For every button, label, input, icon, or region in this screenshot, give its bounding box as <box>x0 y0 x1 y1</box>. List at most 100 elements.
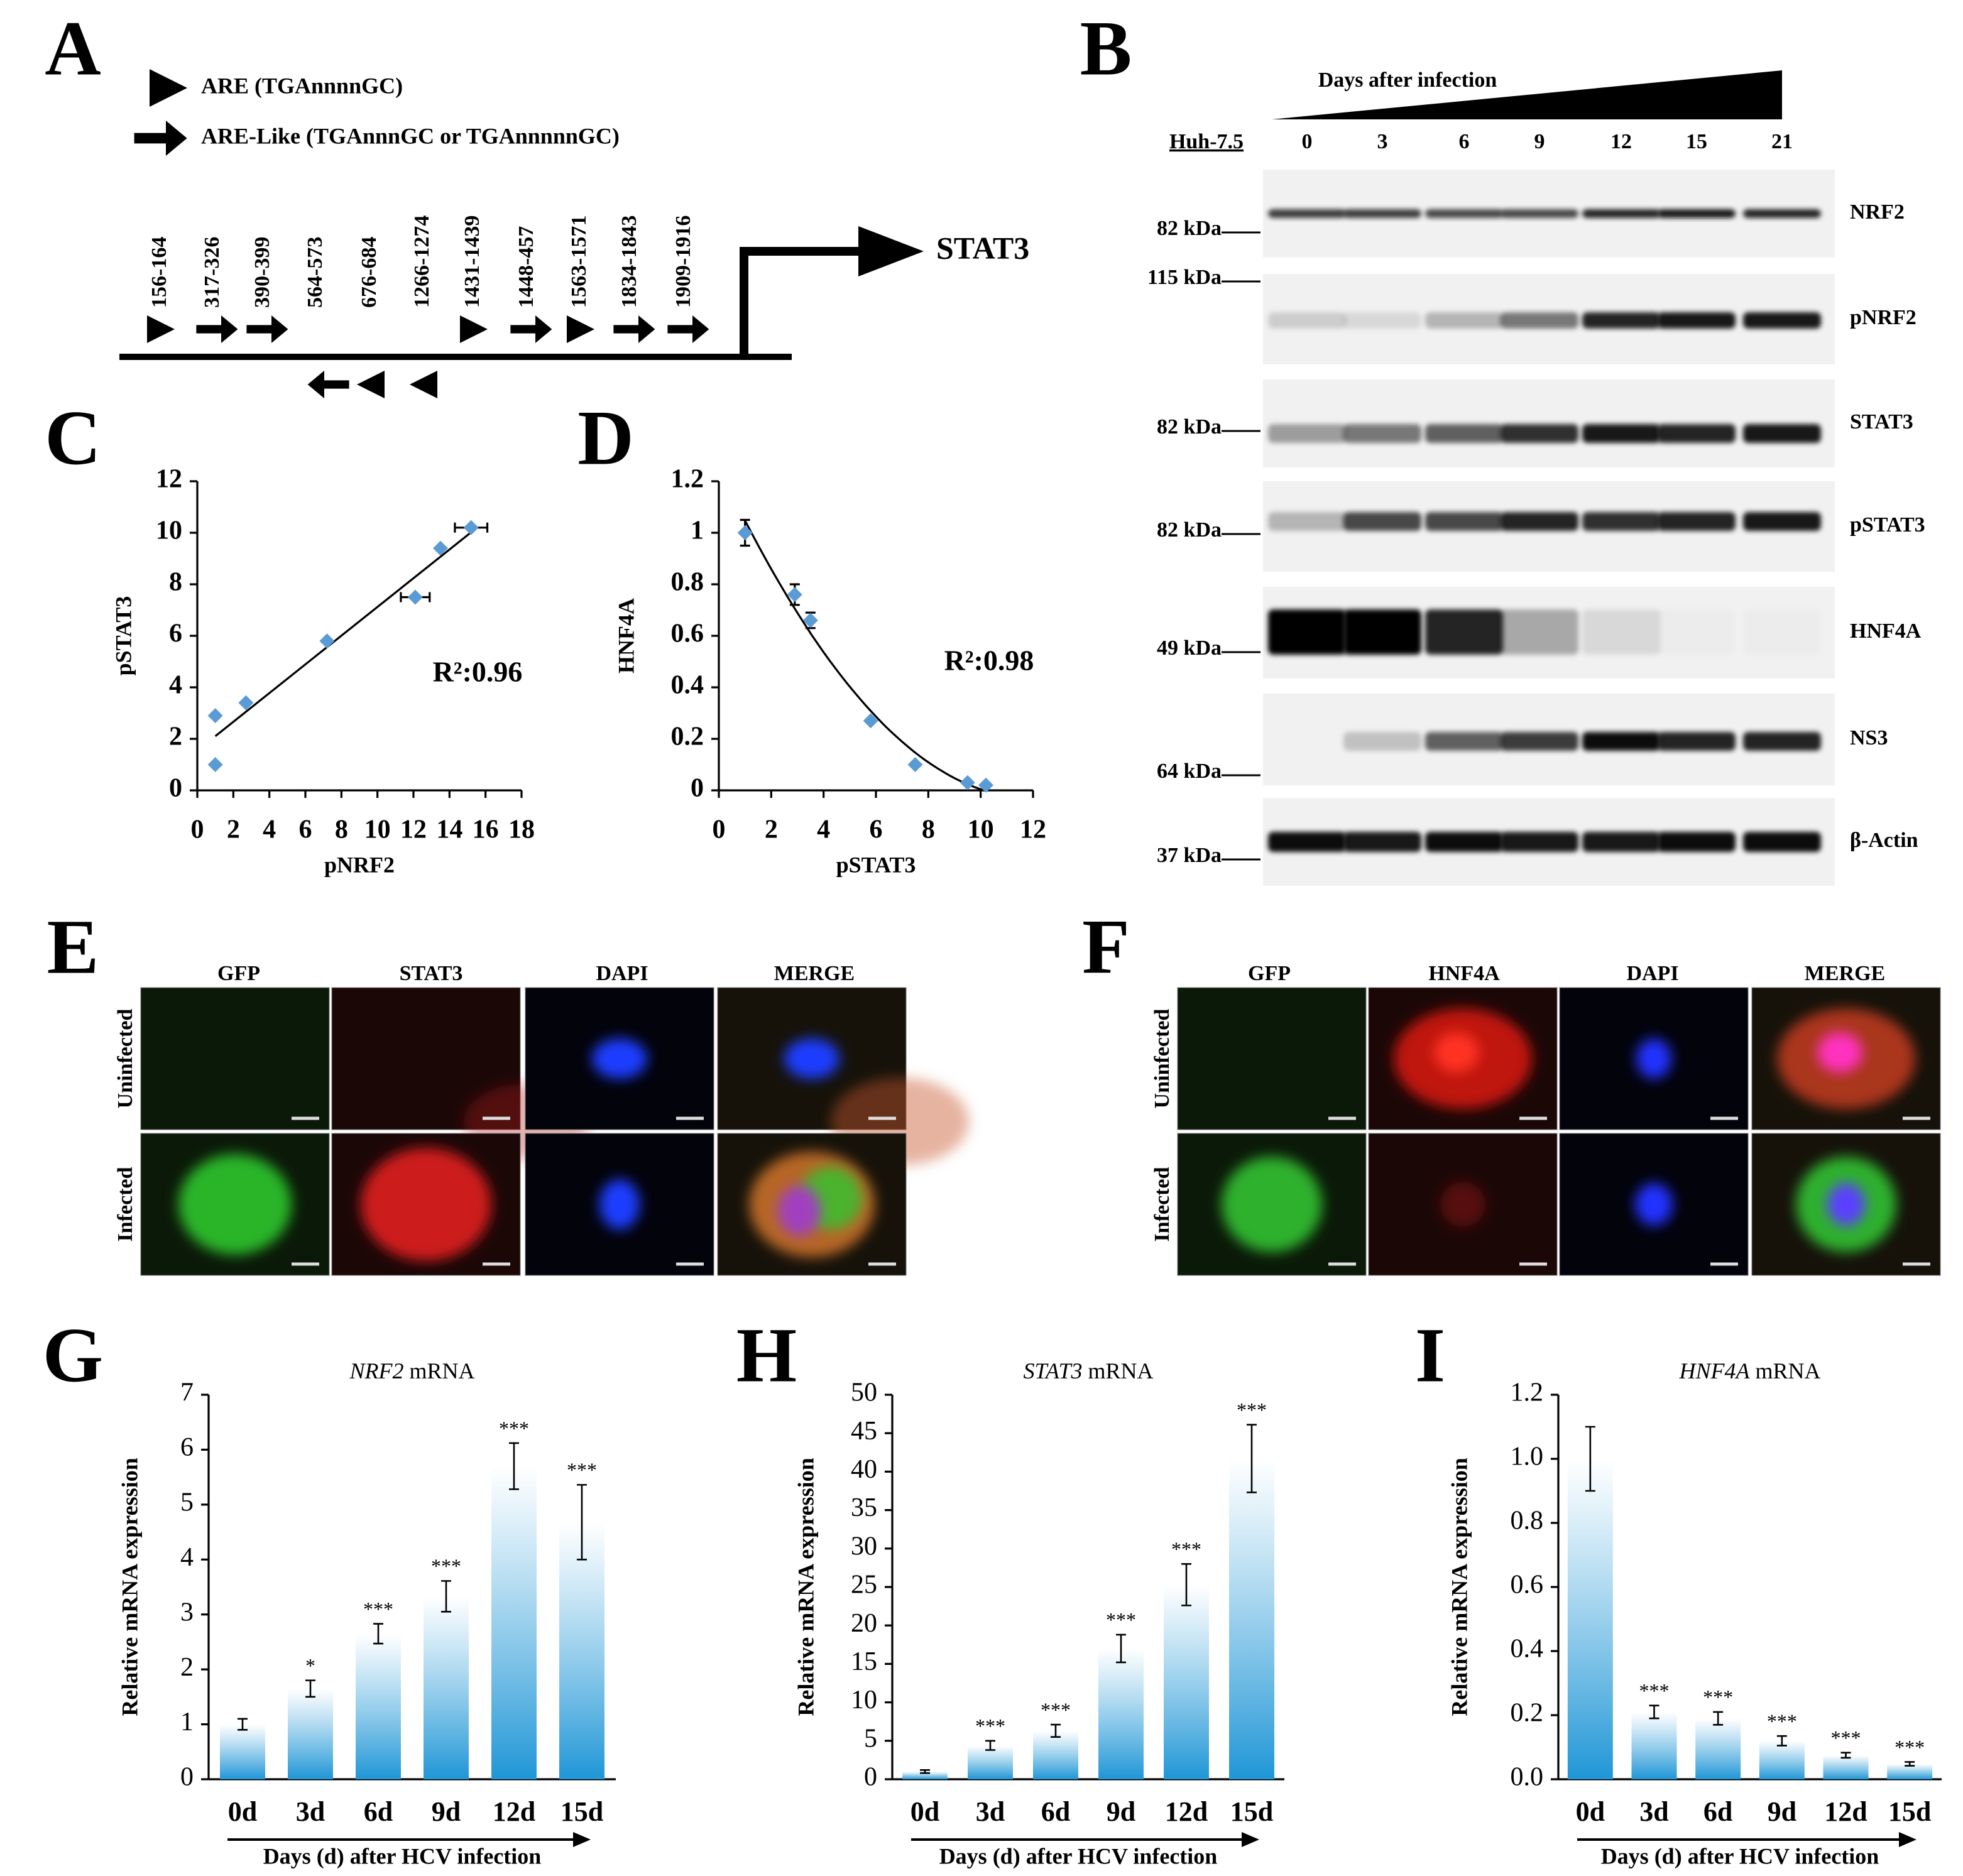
band <box>1268 312 1346 329</box>
cell-signal <box>592 1039 647 1079</box>
error-bar <box>238 1718 248 1731</box>
band <box>1268 512 1346 531</box>
point <box>207 757 223 772</box>
significance: *** <box>499 1417 529 1439</box>
cell-signal <box>1817 1032 1862 1072</box>
x-tick-label: 6d <box>364 1796 393 1827</box>
band <box>1658 424 1736 443</box>
are-like-head <box>638 315 655 343</box>
x-axis-label: pSTAT3 <box>836 852 916 877</box>
y-tick-label: 0.8 <box>1511 1507 1544 1535</box>
y-tick-label: 4 <box>169 671 182 700</box>
size-marker: 64 kDa <box>1157 760 1222 783</box>
chart-title: NRF2 mRNA <box>349 1358 474 1383</box>
y-tick-label: 7 <box>180 1378 194 1407</box>
y-tick-label: 0.0 <box>1511 1763 1544 1792</box>
site-label: 317-326 <box>200 237 224 308</box>
tss-arrow <box>740 247 867 359</box>
row-header: Infected <box>1151 1167 1174 1241</box>
bar <box>1567 1459 1613 1779</box>
blot-strip <box>1263 379 1835 467</box>
y-tick-label: 45 <box>851 1417 877 1446</box>
x-tick-label: 3d <box>296 1796 325 1827</box>
chart-title-text: mRNA <box>1083 1358 1154 1383</box>
bar <box>902 1771 948 1779</box>
legend-label: ARE-Like (TGAnnnGC or TGAnnnnnGC) <box>201 123 620 148</box>
column-header: GFP <box>217 962 260 985</box>
band <box>1343 424 1421 443</box>
x-tick-label: 6 <box>870 815 883 844</box>
are-marker <box>410 371 437 398</box>
row-header: Infected <box>114 1167 137 1241</box>
blot-row-label: pSTAT3 <box>1850 513 1925 537</box>
error-bar <box>1051 1723 1061 1738</box>
y-tick-label: 4 <box>180 1543 194 1572</box>
micrograph <box>140 987 330 1130</box>
size-marker: 82 kDa <box>1157 217 1222 240</box>
annotation: R²:0.98 <box>944 645 1034 677</box>
point <box>737 525 753 540</box>
day-label: 6 <box>1459 130 1470 153</box>
x-tick-label: 14 <box>436 815 462 844</box>
band <box>1425 424 1503 443</box>
y-axis-label: HNF4A <box>613 598 638 674</box>
point <box>978 777 993 793</box>
x-tick-label: 0 <box>713 815 726 844</box>
column-header: HNF4A <box>1428 962 1500 985</box>
chart-title-gene: HNF4A <box>1678 1358 1750 1383</box>
x-tick-label: 2 <box>765 815 778 844</box>
are-like-head <box>221 315 238 343</box>
point <box>433 540 448 556</box>
x-tick-label: 0 <box>191 815 204 844</box>
error-bar <box>1776 1735 1787 1747</box>
panel-label: G <box>43 1312 103 1398</box>
column-header: DAPI <box>1626 962 1678 985</box>
band <box>1658 209 1736 218</box>
chart-title: HNF4A mRNA <box>1678 1358 1820 1383</box>
column-header: MERGE <box>1805 962 1885 985</box>
day-label: 9 <box>1534 130 1545 153</box>
error-bar <box>441 1580 451 1613</box>
cell-line: Huh-7.5 <box>1169 130 1244 153</box>
trendline <box>744 520 987 792</box>
bar <box>1098 1648 1144 1779</box>
blot-row-label: STAT3 <box>1850 410 1913 434</box>
x-tick-label: 9d <box>1768 1796 1796 1827</box>
y-axis-label: Relative mRNA expression <box>1446 1458 1472 1716</box>
y-tick-label: 0 <box>180 1763 194 1792</box>
chart-title: STAT3 mRNA <box>1023 1358 1153 1383</box>
x-tick-label: 4 <box>817 815 830 844</box>
bar <box>356 1633 401 1779</box>
cell-signal <box>1636 1039 1671 1079</box>
band <box>1743 512 1821 531</box>
y-tick-label: 1.0 <box>1511 1442 1544 1471</box>
band <box>1425 732 1503 751</box>
band <box>1501 732 1578 751</box>
significance: *** <box>1106 1608 1136 1631</box>
error-bar <box>373 1623 383 1645</box>
y-tick-label: 0.2 <box>1511 1699 1544 1728</box>
size-marker: 37 kDa <box>1157 844 1222 867</box>
y-tick-label: 0.6 <box>1511 1571 1544 1600</box>
band <box>1268 732 1346 751</box>
blot-row-label: NS3 <box>1850 726 1888 750</box>
site-label: 1266-1274 <box>410 215 434 308</box>
x-tick-label: 6d <box>1041 1796 1070 1827</box>
site-label: 1563-1571 <box>567 215 591 308</box>
point <box>863 713 878 729</box>
column-header: GFP <box>1248 962 1291 985</box>
micrograph <box>1177 987 1367 1130</box>
cell-signal <box>599 1179 640 1230</box>
error-bar <box>1905 1761 1915 1767</box>
x-arrow-head <box>1899 1832 1917 1847</box>
are-like-head <box>307 371 324 398</box>
y-tick-label: 20 <box>851 1609 877 1638</box>
x-tick-label: 2 <box>227 815 240 844</box>
bar <box>220 1724 265 1779</box>
y-tick-label: 5 <box>180 1488 194 1517</box>
error-bar <box>1585 1426 1595 1492</box>
significance: *** <box>1237 1399 1267 1421</box>
band <box>1743 832 1821 852</box>
error-bar <box>1247 1424 1257 1493</box>
error-bar <box>1840 1752 1851 1759</box>
